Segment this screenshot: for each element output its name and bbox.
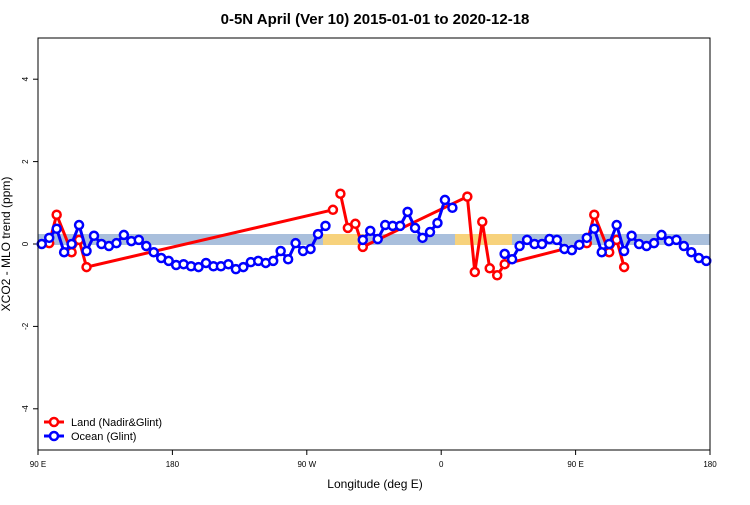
- data-point: [282, 253, 294, 265]
- data-point: [551, 234, 563, 246]
- data-point: [305, 243, 316, 255]
- data-point: [499, 248, 510, 260]
- data-point: [394, 220, 406, 232]
- data-point: [81, 261, 92, 273]
- plot-frame: [37, 37, 711, 451]
- plot-area: [36, 188, 712, 281]
- data-point: [671, 234, 682, 246]
- data-point: [439, 194, 451, 206]
- data-point: [626, 230, 637, 242]
- data-point: [290, 237, 301, 249]
- data-point: [686, 246, 697, 258]
- y-tick-label: 0: [21, 241, 30, 246]
- y-axis-label: XCO2 - MLO trend (ppm): [0, 177, 13, 312]
- data-point: [589, 209, 600, 220]
- data-point: [66, 238, 77, 250]
- x-tick-label: 180: [166, 460, 180, 469]
- data-point: [51, 223, 62, 235]
- legend: Land (Nadir&Glint) Ocean (Glint): [44, 416, 162, 443]
- data-point: [133, 234, 145, 246]
- data-point: [618, 261, 630, 273]
- data-point: [402, 206, 413, 218]
- data-point: [118, 229, 130, 241]
- data-point: [491, 270, 503, 281]
- legend-label: Land (Nadir&Glint): [71, 417, 162, 429]
- data-point: [499, 258, 510, 270]
- legend-marker: [48, 416, 60, 428]
- data-point: [603, 238, 615, 250]
- data-point: [51, 209, 62, 220]
- data-point: [648, 237, 660, 249]
- data-point: [223, 258, 234, 270]
- x-axis-label: Longitude (deg E): [327, 477, 422, 491]
- data-point: [327, 204, 339, 216]
- data-point: [312, 228, 324, 240]
- data-point: [275, 245, 286, 257]
- land-band: [455, 234, 512, 245]
- data-point: [469, 266, 481, 278]
- data-point: [611, 219, 622, 231]
- data-point: [193, 261, 204, 273]
- x-tick-label: 180: [703, 460, 717, 469]
- data-point: [618, 245, 630, 257]
- data-point: [365, 225, 376, 237]
- data-point: [581, 232, 593, 244]
- data-point: [701, 255, 712, 267]
- data-point: [58, 246, 70, 258]
- data-point: [574, 239, 585, 251]
- data-point: [73, 219, 85, 231]
- data-point: [566, 244, 578, 256]
- data-point: [43, 232, 55, 244]
- data-point: [536, 238, 548, 250]
- data-point: [163, 255, 174, 267]
- data-point: [267, 255, 279, 267]
- data-point: [320, 220, 331, 232]
- data-point: [447, 202, 458, 213]
- data-point: [111, 237, 122, 249]
- data-point: [432, 217, 443, 229]
- data-point: [372, 233, 383, 245]
- data-point: [678, 240, 690, 252]
- data-point: [36, 238, 47, 250]
- legend-label: Ocean (Glint): [71, 431, 136, 443]
- x-tick-label: 0: [439, 460, 444, 469]
- axes: -4 -2 0 2 4 90 E 180 90 W 0 90 E 180: [21, 76, 717, 469]
- chart-title: 0-5N April (Ver 10) 2015-01-01 to 2020-1…: [221, 11, 530, 28]
- data-point: [81, 245, 92, 257]
- x-tick-label: 90 E: [30, 460, 46, 469]
- data-point: [462, 191, 473, 202]
- data-point: [148, 246, 159, 258]
- data-point: [596, 246, 607, 258]
- data-point: [350, 218, 361, 230]
- data-point: [238, 261, 249, 273]
- data-point: [335, 188, 346, 199]
- data-point: [409, 222, 421, 234]
- data-point: [589, 223, 600, 235]
- data-point: [477, 216, 488, 228]
- data-point: [521, 234, 533, 246]
- y-tick-label: 4: [21, 76, 30, 81]
- legend-marker: [48, 430, 60, 442]
- data-point: [342, 222, 354, 234]
- data-point: [514, 240, 525, 252]
- y-tick-label: -2: [21, 322, 30, 330]
- x-tick-label: 90 E: [567, 460, 583, 469]
- land-band: [323, 234, 365, 245]
- data-point: [141, 240, 152, 252]
- data-point: [506, 253, 518, 265]
- data-point: [357, 234, 369, 246]
- data-point: [88, 230, 100, 242]
- x-tick-label: 90 W: [297, 460, 316, 469]
- data-point: [484, 263, 495, 274]
- y-tick-label: -4: [21, 405, 30, 413]
- data-point: [656, 229, 667, 241]
- data-point: [417, 232, 428, 244]
- data-point: [424, 226, 436, 238]
- y-tick-label: 2: [21, 159, 30, 164]
